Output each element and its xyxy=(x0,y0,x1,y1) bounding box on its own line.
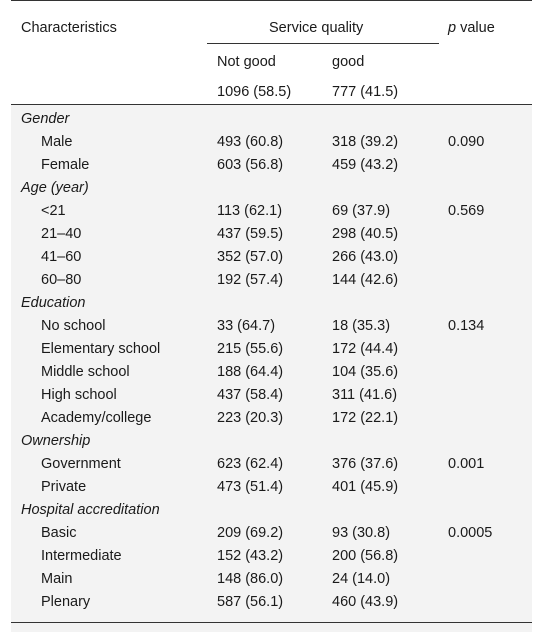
row-label: Main xyxy=(41,571,73,587)
row-good: 459 (43.2) xyxy=(332,157,399,173)
table-row: High school 437 (58.4) 311 (41.6) xyxy=(11,384,532,407)
table-header: Characteristics Service quality p value … xyxy=(11,0,532,105)
header-p-rest: value xyxy=(456,20,495,36)
table-row: 60–80 192 (57.4) 144 (42.6) xyxy=(11,269,532,292)
table-row: 21–40 437 (59.5) 298 (40.5) xyxy=(11,223,532,246)
row-label: Elementary school xyxy=(41,341,161,357)
service-quality-rule xyxy=(207,43,439,44)
row-good: 144 (42.6) xyxy=(332,272,399,288)
header-p-value: p value xyxy=(448,19,495,37)
table-group-row: Gender xyxy=(11,108,532,131)
table-row: <21 113 (62.1) 69 (37.9) 0.569 xyxy=(11,200,532,223)
row-p-value: 0.090 xyxy=(448,134,485,150)
table-group-row: Education xyxy=(11,292,532,315)
row-good: 172 (44.4) xyxy=(332,341,399,357)
row-label: Private xyxy=(41,479,87,495)
table-group-row: Ownership xyxy=(11,430,532,453)
table-row: Middle school 188 (64.4) 104 (35.6) xyxy=(11,361,532,384)
row-good: 93 (30.8) xyxy=(332,525,391,541)
row-not-good: 148 (86.0) xyxy=(217,571,284,587)
table-row: Government 623 (62.4) 376 (37.6) 0.001 xyxy=(11,453,532,476)
row-not-good: 587 (56.1) xyxy=(217,594,284,610)
table-row: No school 33 (64.7) 18 (35.3) 0.134 xyxy=(11,315,532,338)
table-row: Main 148 (86.0) 24 (14.0) xyxy=(11,568,532,591)
table-group-row: Age (year) xyxy=(11,177,532,200)
characteristics-table: Characteristics Service quality p value … xyxy=(11,0,532,632)
table-row: Plenary 587 (56.1) 460 (43.9) xyxy=(11,591,532,614)
row-good: 460 (43.9) xyxy=(332,594,399,610)
row-good: 200 (56.8) xyxy=(332,548,399,564)
row-not-good: 437 (58.4) xyxy=(217,387,284,403)
row-label: Hospital accreditation xyxy=(21,502,160,518)
row-not-good: 188 (64.4) xyxy=(217,364,284,380)
row-good: 24 (14.0) xyxy=(332,571,391,587)
row-label: Basic xyxy=(41,525,77,541)
table-group-row: Hospital accreditation xyxy=(11,499,532,522)
table-row: Basic 209 (69.2) 93 (30.8) 0.0005 xyxy=(11,522,532,545)
row-label: Education xyxy=(21,295,86,311)
header-not-good: Not good xyxy=(217,54,276,70)
row-label: Government xyxy=(41,456,121,472)
row-good: 318 (39.2) xyxy=(332,134,399,150)
row-not-good: 437 (59.5) xyxy=(217,226,284,242)
row-not-good: 152 (43.2) xyxy=(217,548,284,564)
row-not-good: 215 (55.6) xyxy=(217,341,284,357)
row-not-good: 473 (51.4) xyxy=(217,479,284,495)
row-not-good: 33 (64.7) xyxy=(217,318,276,334)
row-p-value: 0.001 xyxy=(448,456,485,472)
row-not-good: 209 (69.2) xyxy=(217,525,284,541)
row-not-good: 603 (56.8) xyxy=(217,157,284,173)
table-row: Academy/college 223 (20.3) 172 (22.1) xyxy=(11,407,532,430)
row-not-good: 493 (60.8) xyxy=(217,134,284,150)
header-service-quality: Service quality xyxy=(269,20,364,36)
row-not-good: 113 (62.1) xyxy=(217,203,283,219)
header-good-total: 777 (41.5) xyxy=(332,84,399,100)
row-good: 266 (43.0) xyxy=(332,249,399,265)
table-row: Male 493 (60.8) 318 (39.2) 0.090 xyxy=(11,131,532,154)
row-good: 311 (41.6) xyxy=(332,387,398,403)
row-label: High school xyxy=(41,387,117,403)
row-good: 172 (22.1) xyxy=(332,410,399,426)
row-label: 60–80 xyxy=(41,272,82,288)
row-p-value: 0.0005 xyxy=(448,525,493,541)
row-p-value: 0.134 xyxy=(448,318,485,334)
row-good: 69 (37.9) xyxy=(332,203,391,219)
row-good: 376 (37.6) xyxy=(332,456,399,472)
table-body: Gender Male 493 (60.8) 318 (39.2) 0.090 Femal… xyxy=(11,108,532,614)
row-label: Plenary xyxy=(41,594,91,610)
header-p-italic: p xyxy=(448,20,457,36)
row-label: Gender xyxy=(21,111,70,127)
table-row: Female 603 (56.8) 459 (43.2) xyxy=(11,154,532,177)
table-row: Elementary school 215 (55.6) 172 (44.4) xyxy=(11,338,532,361)
row-p-value: 0.569 xyxy=(448,203,485,219)
header-characteristics: Characteristics xyxy=(21,20,117,36)
table-row: Private 473 (51.4) 401 (45.9) xyxy=(11,476,532,499)
row-label: Male xyxy=(41,134,73,150)
table-bottom-rule xyxy=(11,622,532,623)
header-good: good xyxy=(332,54,365,70)
row-label: Female xyxy=(41,157,90,173)
row-good: 104 (35.6) xyxy=(332,364,399,380)
row-label: Middle school xyxy=(41,364,130,380)
row-not-good: 623 (62.4) xyxy=(217,456,284,472)
row-not-good: 352 (57.0) xyxy=(217,249,284,265)
row-label: <21 xyxy=(41,203,66,219)
row-label: 41–60 xyxy=(41,249,82,265)
row-label: 21–40 xyxy=(41,226,82,242)
row-not-good: 192 (57.4) xyxy=(217,272,284,288)
table-row: Intermediate 152 (43.2) 200 (56.8) xyxy=(11,545,532,568)
row-good: 18 (35.3) xyxy=(332,318,391,334)
table-row: 41–60 352 (57.0) 266 (43.0) xyxy=(11,246,532,269)
row-good: 298 (40.5) xyxy=(332,226,399,242)
row-label: No school xyxy=(41,318,106,334)
row-label: Age (year) xyxy=(21,180,89,196)
row-label: Ownership xyxy=(21,433,91,449)
header-not-good-total: 1096 (58.5) xyxy=(217,84,292,100)
row-label: Academy/college xyxy=(41,410,152,426)
row-good: 401 (45.9) xyxy=(332,479,399,495)
row-label: Intermediate xyxy=(41,548,122,564)
row-not-good: 223 (20.3) xyxy=(217,410,284,426)
